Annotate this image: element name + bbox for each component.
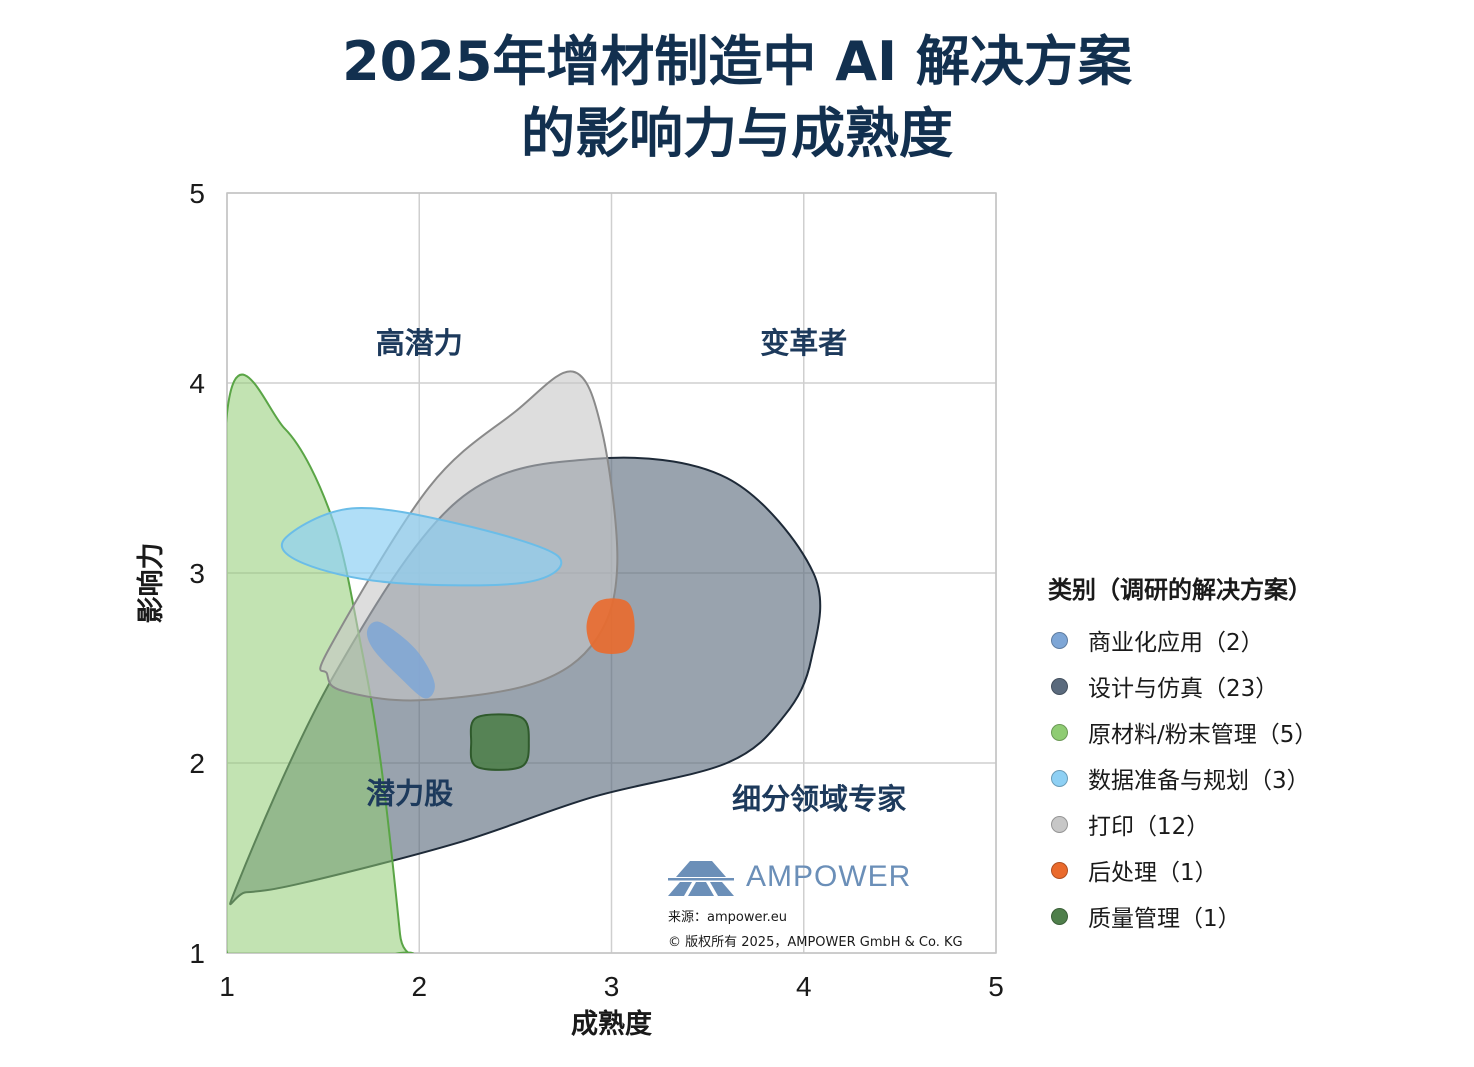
quadrant-label-1: 变革者 (760, 326, 847, 360)
y-tick-label-2: 2 (189, 748, 205, 779)
axis-ticks: 1 2 3 4 5 1 2 3 4 5 (189, 178, 1003, 1002)
legend-item-3: 数据准备与规划（3） (1048, 755, 1317, 801)
chart-title: 2025年增材制造中 AI 解决方案 的影响力与成熟度 (0, 26, 1474, 170)
legend-swatch-2 (1051, 723, 1068, 741)
quadrant-label-0: 高潜力 (376, 326, 463, 360)
region-3 (280, 507, 563, 587)
legend-swatch-5 (1051, 861, 1068, 879)
legend-item-5: 后处理（1） (1048, 847, 1317, 893)
brand-name: AMPOWER (746, 860, 912, 893)
legend-swatch-4 (1051, 815, 1068, 833)
legend-swatch-0 (1051, 631, 1068, 649)
brand-logo: AMPOWER (668, 858, 963, 896)
y-tick-label-4: 4 (189, 368, 205, 399)
legend-label-4: 打印（12） (1088, 814, 1210, 840)
y-tick-label-5: 5 (189, 178, 205, 209)
legend-label-5: 后处理（1） (1088, 860, 1218, 886)
legend-title: 类别（调研的解决方案） (1048, 576, 1312, 604)
legend-label-0: 商业化应用（2） (1088, 630, 1264, 656)
brand-block: AMPOWER 来源：ampower.eu © 版权所有 2025，AMPOWE… (668, 858, 963, 950)
x-tick-label-3: 3 (604, 971, 620, 1002)
quadrant-label-2: 潜力股 (366, 776, 453, 810)
legend-label-3: 数据准备与规划（3） (1088, 768, 1310, 794)
legend-label-2: 原材料/粉末管理（5） (1088, 722, 1318, 748)
y-axis-title: 影响力 (135, 543, 167, 624)
legend-item-2: 原材料/粉末管理（5） (1048, 709, 1317, 755)
quadrant-label-3: 细分领域专家 (732, 782, 906, 816)
title-line-1: 2025年增材制造中 AI 解决方案 (342, 30, 1132, 93)
x-tick-label-1: 1 (219, 971, 235, 1002)
region-0 (366, 621, 435, 699)
brand-copyright: © 版权所有 2025，AMPOWER GmbH & Co. KG (668, 935, 963, 950)
legend-label-6: 质量管理（1） (1088, 906, 1241, 932)
region-2 (227, 373, 415, 953)
title-line-2: 的影响力与成熟度 (521, 102, 953, 165)
legend-label-1: 设计与仿真（23） (1088, 676, 1279, 702)
y-tick-label-3: 3 (189, 558, 205, 589)
legend-item-4: 打印（12） (1048, 801, 1317, 847)
ampower-logo-icon (668, 861, 734, 896)
legend-item-6: 质量管理（1） (1048, 893, 1317, 939)
category-regions (227, 370, 822, 953)
legend-swatch-3 (1051, 769, 1068, 787)
x-tick-label-5: 5 (988, 971, 1004, 1002)
legend-item-0: 商业化应用（2） (1048, 617, 1317, 663)
legend-swatch-1 (1051, 677, 1068, 695)
brand-source: 来源：ampower.eu (668, 910, 787, 925)
y-tick-label-1: 1 (189, 938, 205, 969)
x-tick-label-2: 2 (411, 971, 427, 1002)
x-axis-title: 成熟度 (571, 1008, 652, 1040)
legend: 类别（调研的解决方案） 商业化应用（2） 设计与仿真（23） 原材料/粉末管理（5）… (1048, 570, 1317, 939)
x-tick-label-4: 4 (796, 971, 812, 1002)
region-5 (586, 598, 635, 654)
region-6 (469, 713, 530, 771)
legend-swatch-6 (1051, 907, 1068, 925)
legend-item-1: 设计与仿真（23） (1048, 663, 1317, 709)
legend-items: 商业化应用（2） 设计与仿真（23） 原材料/粉末管理（5） 数据准备与规划（3） 打印… (1048, 617, 1317, 939)
